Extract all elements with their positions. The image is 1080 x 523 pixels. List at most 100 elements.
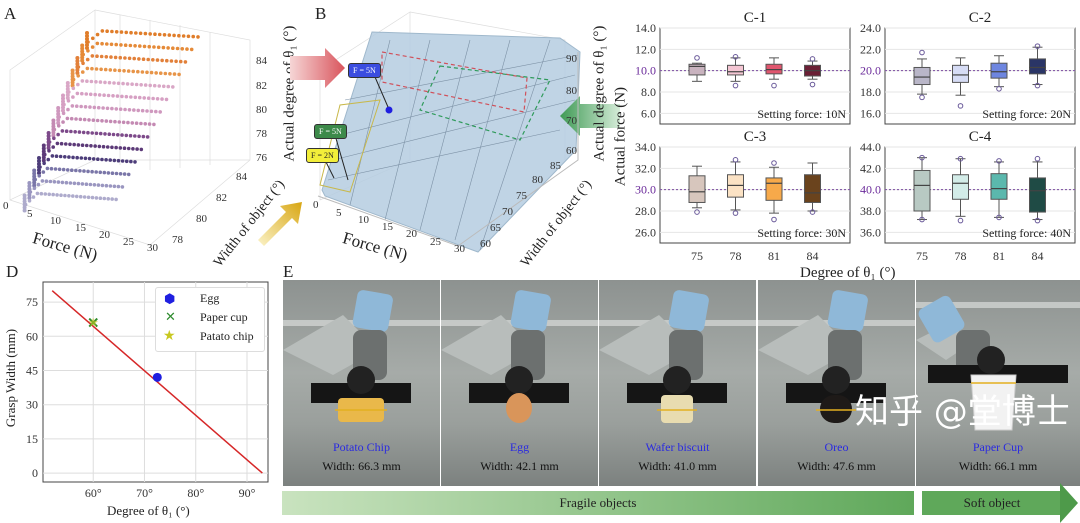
a-data-point (56, 106, 61, 110)
x-tick-label: 84 (807, 249, 819, 263)
a-data-point (76, 181, 81, 186)
a-data-point (146, 96, 151, 100)
a-data-point (98, 80, 103, 84)
a-data-point (61, 99, 65, 104)
a-data-point (75, 68, 80, 72)
a-data-point (120, 185, 125, 189)
a-data-point (75, 56, 80, 60)
object-name: Oreo (824, 440, 849, 454)
b-width-tick: 65 (490, 222, 501, 234)
a-force-tick: 15 (75, 222, 86, 234)
a-data-point (78, 194, 83, 199)
a-data-point (22, 202, 27, 207)
a-data-point (147, 122, 152, 126)
a-data-point (65, 116, 70, 121)
a-data-point (114, 107, 119, 111)
a-data-point (106, 171, 111, 175)
y-tick-label: 18.0 (860, 85, 881, 99)
a-data-point (65, 93, 70, 97)
a-data-point (124, 30, 129, 35)
a-data-point (84, 182, 89, 186)
a-data-point (115, 133, 120, 137)
a-data-point (174, 59, 178, 64)
a-data-point (36, 182, 41, 187)
b-force-tick: 10 (358, 214, 369, 226)
a-data-point (70, 74, 75, 79)
a-data-point (129, 159, 133, 164)
a-data-point (109, 55, 113, 59)
y-tick-label: 12.0 (635, 42, 656, 56)
a-data-point (95, 32, 100, 37)
a-data-point (22, 199, 27, 204)
box (688, 175, 706, 203)
a-data-point (104, 55, 109, 59)
object-name: Egg (509, 440, 530, 454)
a-data-point (85, 34, 89, 38)
b-force-annotation: F = 5N (348, 63, 381, 78)
a-data-point (80, 46, 85, 51)
a-data-point (83, 105, 88, 109)
a-data-point (94, 80, 98, 84)
a-data-point (133, 134, 137, 138)
a-data-point (80, 182, 85, 186)
a-data-point (32, 174, 37, 179)
x-tick-label: 84 (1032, 249, 1044, 263)
a-data-point (96, 157, 100, 161)
a-data-point (181, 34, 186, 38)
a-force-tick: 0 (3, 200, 9, 212)
a-data-point (81, 61, 85, 66)
a-data-point (85, 79, 89, 83)
a-data-point (115, 94, 120, 98)
y-tick-label: 8.0 (641, 85, 656, 99)
a-data-point (54, 154, 59, 158)
watermark: 知乎 @堂博士 (855, 392, 1070, 432)
a-data-point (103, 67, 108, 72)
outlier-point (996, 214, 1002, 221)
a-data-point (123, 107, 127, 112)
box (765, 177, 783, 201)
a-data-point (110, 197, 114, 201)
a-data-point (145, 70, 149, 75)
x-tick-label: 75 (691, 249, 703, 263)
a-data-point (71, 95, 75, 99)
a-data-point (80, 55, 85, 60)
a-data-point (41, 149, 46, 154)
a-data-point (52, 136, 56, 141)
a-data-point (114, 145, 118, 150)
a-data-point (82, 169, 86, 173)
a-data-point (51, 118, 56, 123)
a-data-point (90, 195, 95, 200)
a-data-point (122, 146, 127, 150)
a-data-point (97, 144, 102, 149)
a-data-point (61, 111, 66, 116)
d-xlabel: Degree of θ₁ (°) (107, 503, 190, 518)
a-data-point (32, 180, 37, 185)
a-data-point (124, 133, 129, 138)
b-force-annotation: F = 5N (314, 124, 347, 139)
a-data-point (72, 181, 77, 186)
a-data-point (157, 32, 162, 37)
a-data-point (171, 46, 175, 50)
a-data-point (138, 44, 142, 48)
a-data-point (143, 122, 148, 126)
a-data-point (123, 56, 127, 60)
a-data-point (114, 42, 119, 47)
a-data-point (37, 159, 41, 163)
a-data-point (79, 104, 83, 109)
panel-c-box-plots: 14.0 12.0 10.0 8.0 6.0 C-1 Setting force: 10N 2… (635, 10, 1076, 263)
c-ylabel: Actual force (N) (612, 86, 629, 187)
a-data-point (90, 131, 95, 135)
a-data-point (171, 85, 175, 89)
a-data-point (177, 33, 181, 38)
a-data-point (126, 69, 131, 73)
object-photo: Oreo Width: 47.6 mm (758, 280, 915, 486)
d-x-tick-label: 60° (85, 486, 102, 500)
a-data-point (46, 137, 51, 141)
a-data-point (102, 170, 107, 175)
a-data-point (147, 44, 152, 49)
a-data-point (52, 180, 57, 184)
a-data-point (84, 92, 89, 96)
robot-gripper-image (758, 290, 915, 423)
potato-chip-point (88, 317, 98, 327)
a-data-point (80, 70, 85, 74)
